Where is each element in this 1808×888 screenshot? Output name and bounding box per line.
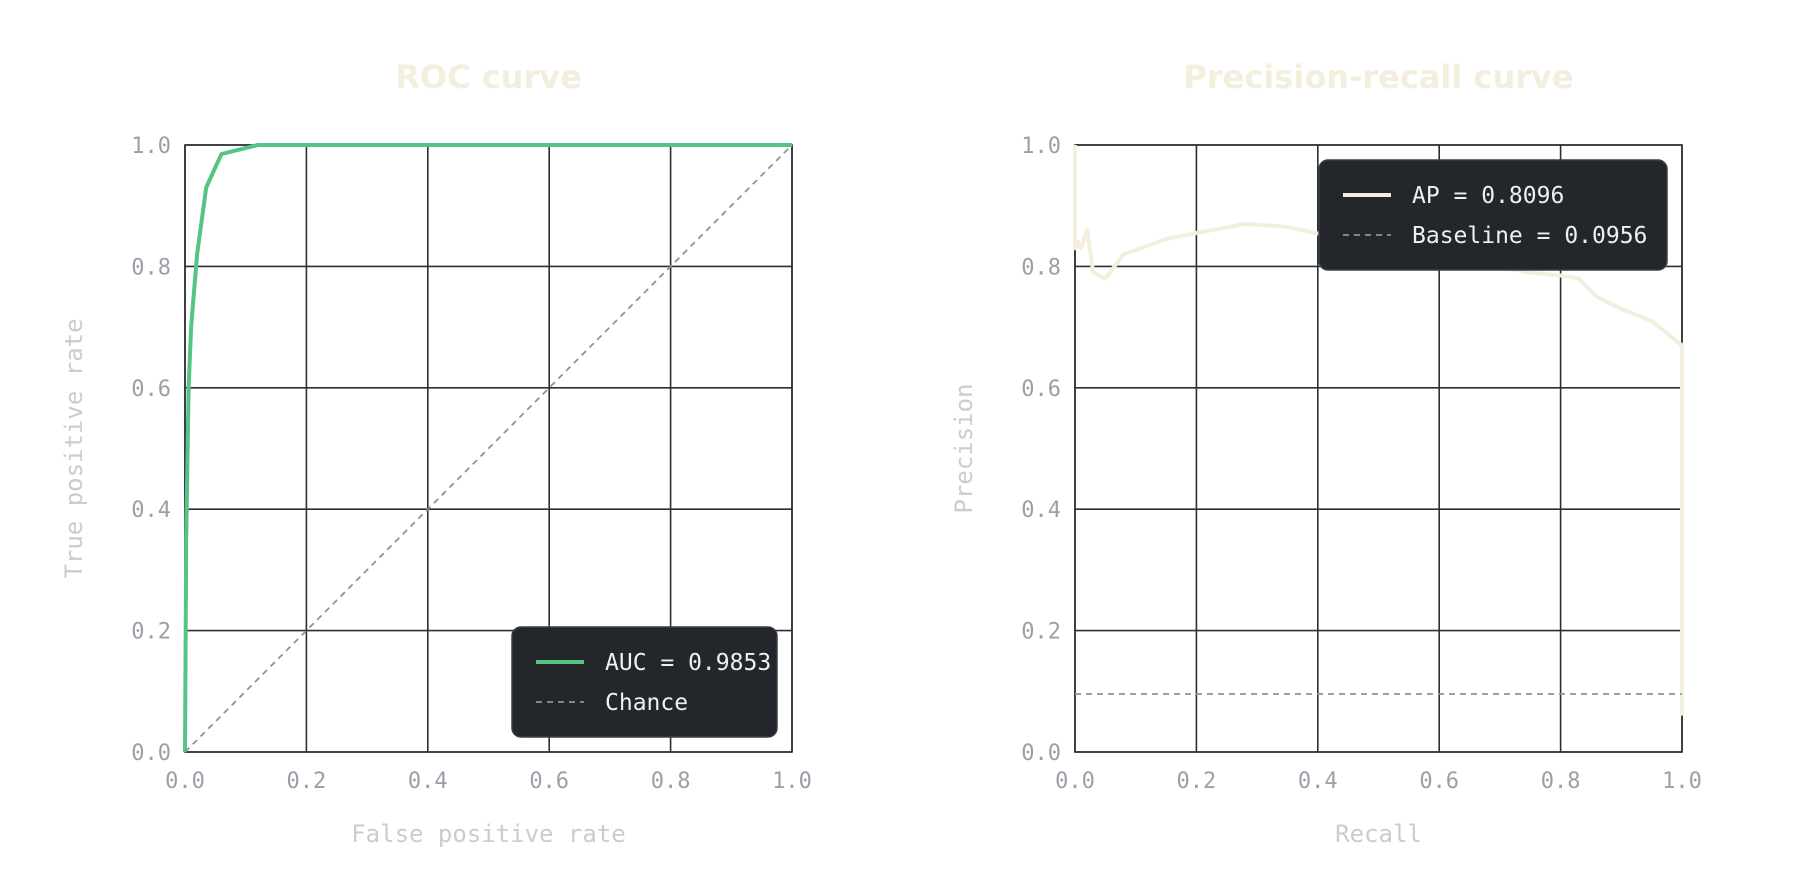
roc-ytick-label: 0.8 [131, 255, 171, 280]
pr-series-ap-0-8096-line [1073, 145, 1684, 716]
roc-x-axis-label: False positive rate [351, 820, 626, 848]
pr-ytick-label: 1.0 [1021, 134, 1061, 159]
roc-series-auc-0-9853-line [183, 143, 792, 753]
pr-xtick-label: 0.4 [1298, 769, 1338, 794]
roc-panel: ROC curve 0.0 0.2 0.4 0.6 0.8 1.0 0.0 0.2 0.4 0.6 0… [60, 58, 812, 848]
roc-ytick-label: 0.6 [131, 377, 171, 402]
pr-ytick-label: 0.2 [1021, 620, 1061, 645]
pr-ytick-label: 0.4 [1021, 498, 1061, 523]
roc-ytick-label: 0.4 [131, 498, 171, 523]
pr-title: Precision-recall curve [1183, 58, 1573, 96]
roc-xtick-label: 0.8 [651, 769, 691, 794]
roc-y-axis-label: True positive rate [60, 318, 88, 578]
roc-legend-label-auc-0-9853: AUC = 0.9853 [605, 650, 771, 676]
pr-x-axis-label: Recall [1335, 820, 1422, 848]
roc-xtick-label: 0.4 [408, 769, 448, 794]
roc-xtick-label: 0.6 [529, 769, 569, 794]
pr-legend: AP = 0.8096 Baseline = 0.0956 [1318, 159, 1668, 271]
pr-legend-label-baseline-0-0956: Baseline = 0.0956 [1412, 223, 1647, 249]
pr-legend-label-ap-0-8096: AP = 0.8096 [1412, 183, 1564, 209]
roc-ytick-label: 0.2 [131, 620, 171, 645]
pr-ytick-label: 0.6 [1021, 377, 1061, 402]
roc-ytick-label: 0.0 [131, 741, 171, 766]
pr-xtick-label: 0.0 [1055, 769, 1095, 794]
roc-ytick-label: 1.0 [131, 134, 171, 159]
pr-xtick-label: 1.0 [1662, 769, 1702, 794]
pr-legend-box [1318, 159, 1668, 271]
pr-ytick-label: 0.0 [1021, 741, 1061, 766]
roc-xtick-label: 1.0 [772, 769, 812, 794]
roc-title: ROC curve [395, 58, 582, 96]
roc-xtick-label: 0.2 [287, 769, 327, 794]
roc-xtick-label: 0.0 [165, 769, 205, 794]
pr-xtick-label: 0.6 [1419, 769, 1459, 794]
pr-xtick-label: 0.2 [1177, 769, 1217, 794]
roc-legend: AUC = 0.9853 Chance [511, 626, 778, 738]
pr-xtick-label: 0.8 [1541, 769, 1581, 794]
pr-y-axis-label: Precision [950, 383, 978, 513]
roc-legend-box [511, 626, 778, 738]
roc-series-chance-line [184, 144, 793, 753]
precision-recall-panel: Precision-recall curve 0.0 0.2 0.4 0.6 0.8 1.0… [950, 58, 1702, 848]
pr-ytick-label: 0.8 [1021, 255, 1061, 280]
roc-legend-label-chance: Chance [605, 690, 688, 716]
